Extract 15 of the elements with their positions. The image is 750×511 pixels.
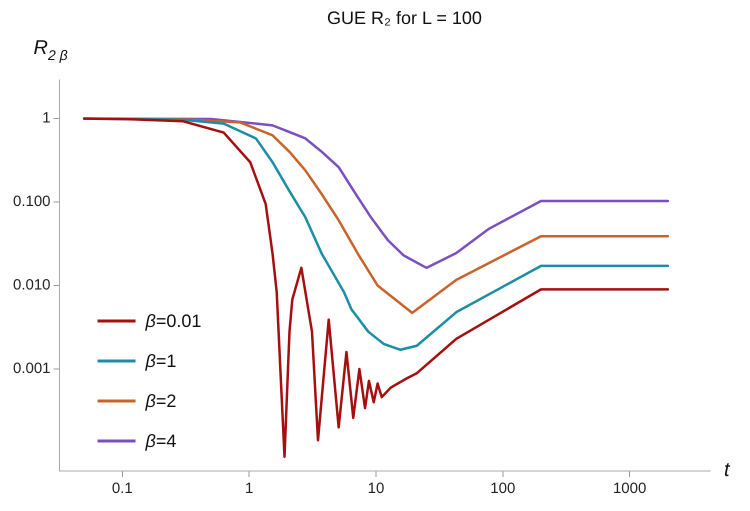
- legend-label: β=4: [144, 430, 176, 451]
- y-tick-label: 1: [42, 110, 51, 127]
- x-axis-title: t: [724, 459, 731, 481]
- y-tick-label: 0.001: [12, 360, 51, 378]
- x-tick-label: 10: [368, 480, 384, 498]
- x-tick-label: 1: [244, 480, 254, 498]
- x-tick-label: 1000: [612, 480, 646, 498]
- y-tick-label: 0.100: [12, 193, 51, 210]
- legend-label: β=2: [144, 390, 176, 411]
- x-tick-label: 0.1: [112, 480, 133, 498]
- legend-label: β=1: [144, 350, 176, 371]
- y-tick-label: 0.010: [12, 276, 51, 294]
- legend-label: β=0.01: [144, 310, 202, 331]
- chart-title: GUE R₂ for L = 100: [326, 8, 482, 28]
- x-tick-label: 100: [490, 480, 516, 498]
